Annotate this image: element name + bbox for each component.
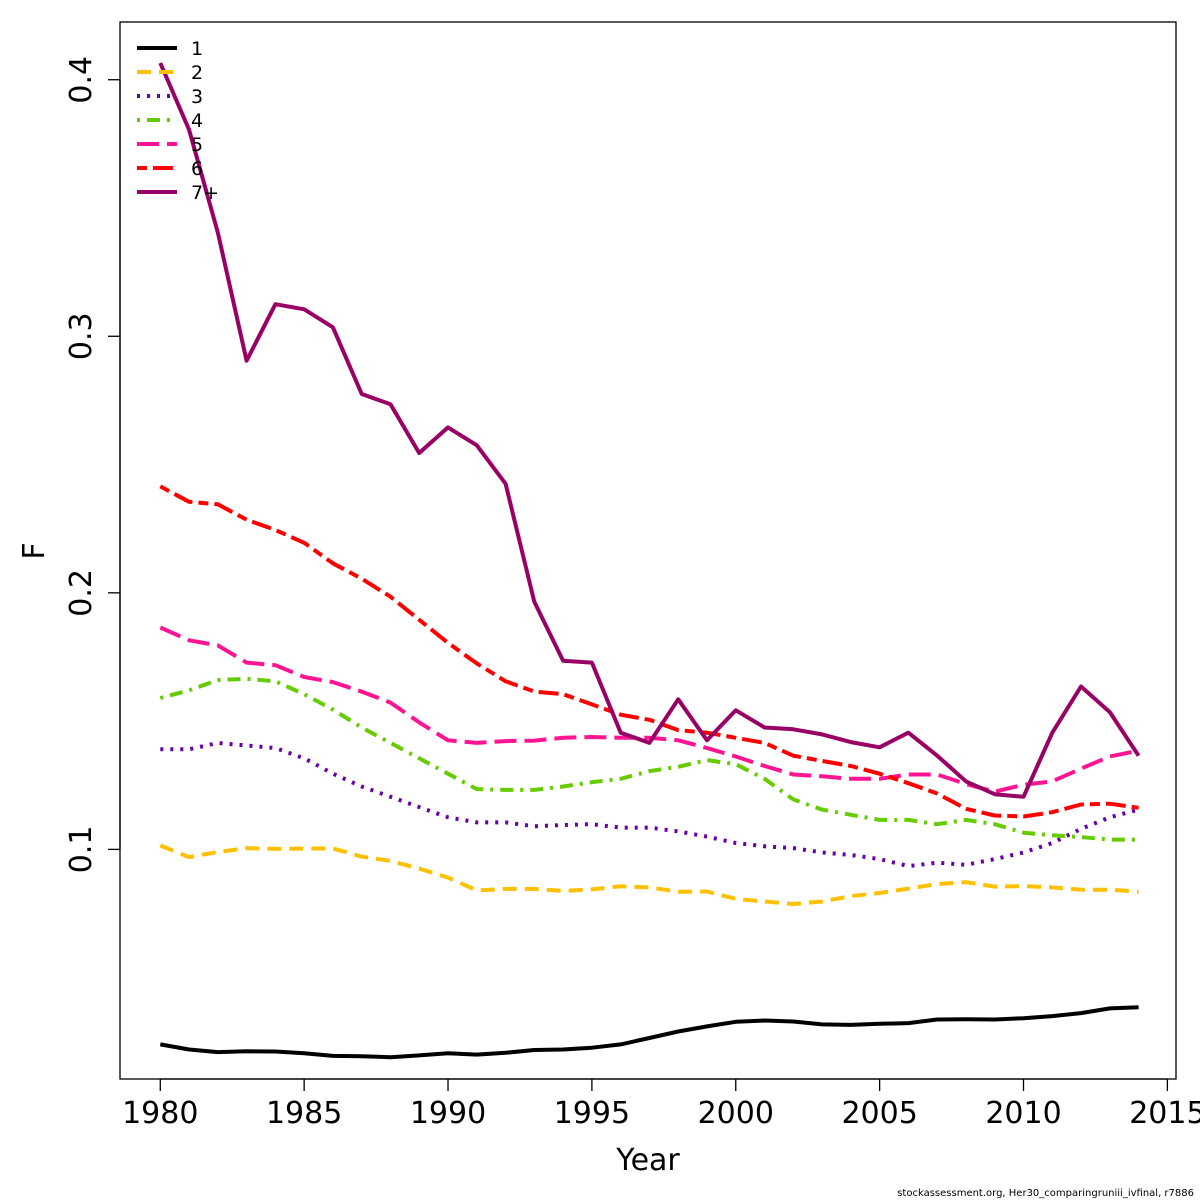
legend-label: 7+ <box>191 182 219 204</box>
series-line-6 <box>159 484 1139 819</box>
y-tick-label: 0.3 <box>64 312 99 360</box>
y-tick-label: 0.1 <box>64 826 99 874</box>
x-tick-label: 1990 <box>410 1096 486 1131</box>
x-tick-label: 2000 <box>698 1096 774 1131</box>
y-axis-title: F <box>17 542 52 559</box>
x-tick-label: 1980 <box>122 1096 198 1131</box>
legend-label: 6 <box>191 158 203 180</box>
legend-label: 1 <box>191 38 203 60</box>
series-layer <box>158 62 1141 1060</box>
series-line-7plus <box>158 62 1141 799</box>
x-tick-label: 1985 <box>266 1096 342 1131</box>
y-axis: 0.1 0.2 0.3 0.4 <box>64 56 121 874</box>
series-line-4 <box>159 676 1139 842</box>
legend-label: 3 <box>191 86 203 108</box>
legend-label: 2 <box>191 62 203 84</box>
x-axis-title: Year <box>615 1143 680 1178</box>
series-line-1 <box>159 1005 1139 1060</box>
x-tick-label: 2015 <box>1129 1096 1200 1131</box>
y-tick-label: 0.4 <box>64 56 99 104</box>
x-tick-label: 2010 <box>985 1096 1061 1131</box>
x-axis: 1980 1985 1990 1995 2000 2005 2010 2015 <box>122 1078 1200 1131</box>
footer-credit: stockassessment.org, Her30_comparingruni… <box>897 1188 1194 1199</box>
legend-label: 4 <box>191 110 203 132</box>
series-line-2 <box>159 843 1139 906</box>
legend-label: 5 <box>191 134 203 156</box>
y-tick-label: 0.2 <box>64 569 99 617</box>
x-tick-label: 1995 <box>554 1096 630 1131</box>
x-tick-label: 2005 <box>841 1096 917 1131</box>
